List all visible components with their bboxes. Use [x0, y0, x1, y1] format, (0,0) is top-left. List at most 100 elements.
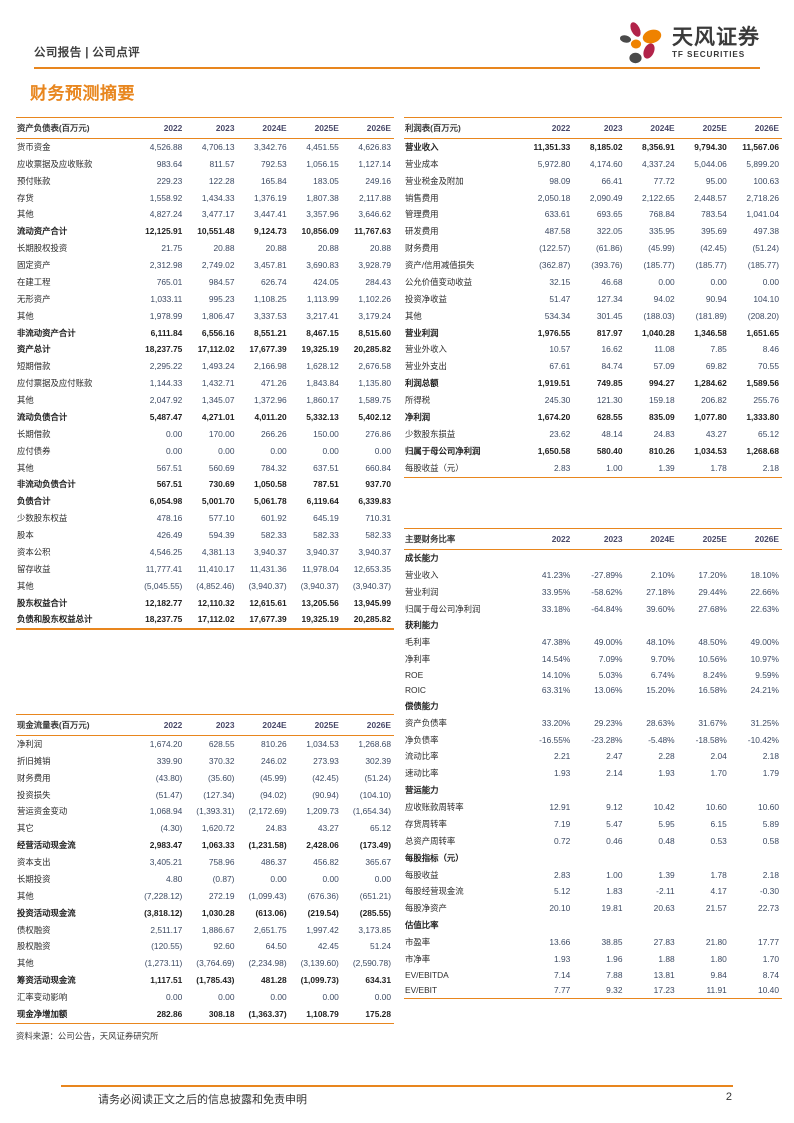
cash-flow-cell: 92.60	[213, 941, 235, 952]
income-statement-cell: 8,356.91	[642, 141, 675, 152]
key-ratios-cell: 9.32	[606, 984, 623, 995]
balance-sheet-cell: 4,271.01	[201, 411, 235, 422]
balance-sheet-row-label: 留存收益	[17, 563, 51, 574]
company-logo: 天风证券 TF SECURITIES	[619, 20, 760, 66]
income-statement-cell: (181.89)	[695, 310, 727, 321]
balance-sheet-cell: 3,940.37	[358, 546, 391, 557]
key-ratios-row-label: 获利能力	[405, 620, 439, 631]
key-ratios-year-header-2: 2024E	[625, 528, 678, 550]
key-ratios-cell: -27.89%	[591, 569, 623, 580]
cash-flow-cell: (7,228.12)	[144, 890, 183, 901]
cash-flow-cell: (43.80)	[155, 772, 183, 783]
key-ratios-cell	[625, 617, 677, 634]
balance-sheet-cell: 478.16	[156, 513, 183, 524]
income-statement-cell: 9,794.30	[694, 141, 727, 152]
balance-sheet-cell: 1,135.80	[358, 378, 391, 389]
table-row: 应收票据及应收账款 983.64 811.57 792.53 1,056.15 1,127…	[16, 155, 394, 172]
balance-sheet-row-label: 其他	[17, 310, 34, 321]
cash-flow-year-header-0: 2022	[133, 714, 186, 736]
table-row: 财务费用 (122.57) (61.86) (45.99) (42.45) (51.24)	[404, 240, 782, 257]
key-ratios-cell	[678, 697, 730, 714]
balance-sheet-cell: 1,978.99	[149, 310, 183, 321]
balance-sheet-cell: 6,556.16	[201, 327, 235, 338]
income-statement-cell: (122.57)	[539, 243, 571, 254]
key-ratios-cell: 7.77	[554, 984, 571, 995]
key-ratios-cell: 7.09%	[598, 654, 623, 665]
balance-sheet-cell: 3,940.37	[254, 546, 287, 557]
balance-sheet-cell: 1,628.12	[306, 361, 339, 372]
key-ratios-cell: 10.42	[653, 802, 675, 813]
key-ratios-row-label: 资产负债率	[405, 717, 447, 728]
key-ratios-cell	[625, 697, 677, 714]
income-statement-cell: (185.77)	[695, 260, 727, 271]
cash-flow-cell: 282.86	[156, 1008, 183, 1019]
key-ratios-cell: 0.58	[762, 835, 779, 846]
key-ratios-cell	[678, 849, 730, 866]
balance-sheet-cell: 5,487.47	[149, 411, 183, 422]
income-statement-cell: 1,919.51	[537, 378, 571, 389]
cash-flow-cell: 634.31	[365, 975, 391, 986]
table-row: 长期股权投资 21.75 20.88 20.88 20.88 20.88	[16, 240, 394, 257]
table-row: 归属于母公司净利润 33.18% -64.84% 39.60% 27.68% 22.63%	[404, 600, 782, 617]
key-ratios-cell: 2.28	[658, 751, 675, 762]
balance-sheet-row-label: 应付票据及应付账款	[17, 378, 93, 389]
cash-flow-cell: 0.00	[218, 992, 235, 1003]
cash-flow-header-row: 现金流量表(百万元) 2022 2023 2024E 2025E 2026E	[16, 714, 394, 736]
key-ratios-cell: 17.77	[758, 937, 779, 948]
cash-flow-cell: 2,983.47	[149, 840, 183, 851]
income-statement-cell: 487.58	[544, 226, 571, 237]
cash-flow-cell: (94.02)	[260, 789, 287, 800]
income-statement-year-header-0: 2022	[521, 117, 574, 139]
balance-sheet-cell: 17,677.39	[249, 344, 287, 355]
balance-sheet-cell: 5,402.12	[358, 411, 391, 422]
cash-flow-cell: 24.83	[265, 823, 287, 834]
cash-flow-cell: 1,268.68	[358, 738, 391, 749]
balance-sheet-cell: 1,345.07	[201, 395, 235, 406]
table-row: 非流动负债合计 567.51 730.69 1,050.58 787.51 937.70	[16, 476, 394, 493]
cash-flow-cell: 1,108.79	[306, 1008, 339, 1019]
balance-sheet-cell: 20.88	[213, 243, 235, 254]
balance-sheet-cell: 11,978.04	[302, 563, 339, 574]
balance-sheet-year-header-2: 2024E	[237, 117, 290, 139]
table-row: 每股经营现金流 5.12 1.83 -2.11 4.17 -0.30	[404, 883, 782, 900]
key-ratios-cell: 1.96	[606, 953, 623, 964]
income-statement-cell: 4,174.60	[589, 158, 623, 169]
key-ratios-cell: 1.79	[762, 768, 779, 779]
income-statement-row-label: 营业利润	[405, 327, 439, 338]
balance-sheet-title: 资产负债表(百万元)	[16, 117, 134, 139]
income-statement-cell: 1,346.58	[694, 327, 727, 338]
income-statement-cell: (51.24)	[752, 243, 779, 254]
income-statement-cell: (208.20)	[747, 310, 779, 321]
income-statement-grid: 利润表(百万元) 2022 2023 2024E 2025E 2026E 营业收入 11,35…	[404, 117, 782, 477]
balance-sheet-cell: 3,217.41	[306, 310, 339, 321]
key-ratios-cell: 2.10%	[650, 569, 675, 580]
income-statement-cell: 1,333.80	[746, 411, 779, 422]
table-row: 成长能力	[404, 549, 782, 566]
key-ratios-cell	[521, 549, 573, 566]
cash-flow-cell: 1,997.42	[306, 924, 339, 935]
balance-sheet-row-label: 长期股权投资	[17, 243, 68, 254]
cash-flow-cell: (3,139.60)	[300, 958, 339, 969]
key-ratios-cell: 15.20%	[646, 684, 675, 695]
income-statement-row-label: 营业外收入	[405, 344, 447, 355]
cash-flow-cell: (1,785.43)	[196, 975, 235, 986]
key-ratios-cell: -64.84%	[591, 603, 623, 614]
cash-flow-cell: 175.28	[365, 1008, 391, 1019]
key-ratios-cell	[678, 917, 730, 934]
income-statement-year-header-3: 2025E	[677, 117, 730, 139]
key-ratios-cell	[730, 549, 782, 566]
table-row: 非流动资产合计 6,111.84 6,556.16 8,551.21 8,467.15 8…	[16, 324, 394, 341]
key-ratios-cell: 2.18	[762, 869, 779, 880]
table-row: 应付债券 0.00 0.00 0.00 0.00 0.00	[16, 442, 394, 459]
balance-sheet-row-label: 无形资产	[17, 293, 51, 304]
income-statement-row-label: 每股收益（元）	[405, 462, 464, 473]
key-ratios-row-label: 估值比率	[405, 920, 439, 931]
cash-flow-cell: (1,393.31)	[196, 806, 235, 817]
cash-flow-cell: 64.50	[265, 941, 287, 952]
cash-flow-cell: (219.54)	[307, 907, 339, 918]
key-ratios-cell: -10.42%	[747, 734, 779, 745]
cash-flow-row-label: 现金净增加额	[17, 1008, 68, 1019]
key-ratios-cell	[521, 782, 573, 799]
cash-flow-cell: 43.27	[317, 823, 339, 834]
cash-flow-cell: (2,590.78)	[352, 958, 391, 969]
